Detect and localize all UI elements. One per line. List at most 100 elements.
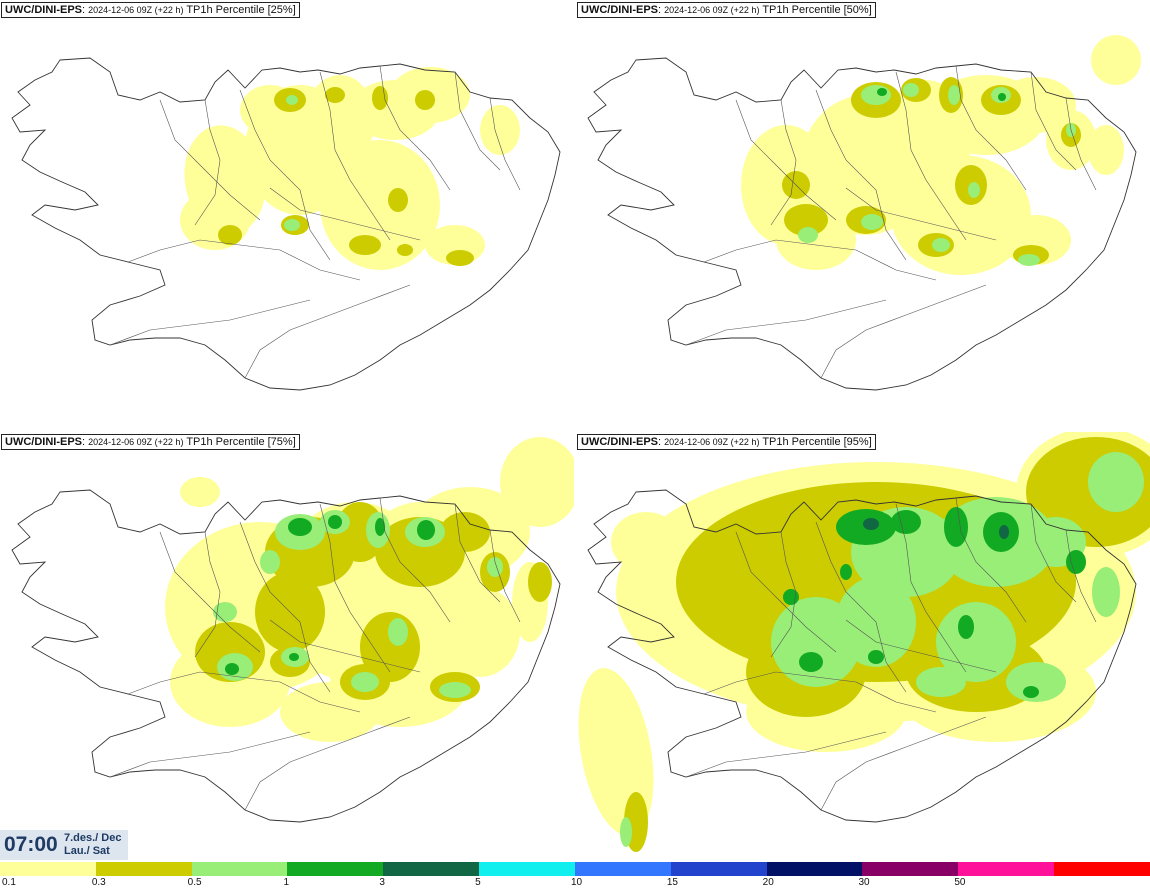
precip-area bbox=[388, 188, 408, 212]
precip-area bbox=[320, 140, 440, 270]
precip-area bbox=[1006, 662, 1066, 702]
precip-area bbox=[1091, 35, 1141, 85]
precip-area bbox=[998, 93, 1006, 101]
precip-area bbox=[289, 653, 299, 661]
region-boundary bbox=[159, 531, 261, 653]
color-scale-bar bbox=[0, 862, 1150, 876]
region-boundary bbox=[815, 521, 907, 693]
precip-area bbox=[397, 244, 413, 256]
region-boundary bbox=[454, 503, 501, 603]
legend-swatch bbox=[0, 862, 96, 876]
precip-area bbox=[500, 437, 574, 527]
precip-area bbox=[372, 86, 388, 110]
region-boundary bbox=[194, 531, 221, 658]
legend-swatch bbox=[95, 862, 192, 876]
legend-swatch bbox=[574, 862, 671, 876]
legend-label: 10 bbox=[571, 877, 583, 888]
precip-area bbox=[328, 515, 342, 529]
map-panel-p95: UWC/DINI-EPS: 2024-12-06 09Z (+22 h) TP1… bbox=[576, 432, 1150, 862]
legend-label: 30 bbox=[858, 877, 870, 888]
legend-label: 50 bbox=[954, 877, 966, 888]
region-boundary bbox=[703, 671, 937, 713]
precip-area bbox=[446, 250, 474, 266]
precip-area bbox=[388, 618, 408, 646]
precip-area bbox=[968, 182, 980, 198]
legend-label: 20 bbox=[762, 877, 774, 888]
precip-area bbox=[784, 204, 828, 236]
precip-area bbox=[260, 550, 280, 574]
panel-title: UWC/DINI-EPS: 2024-12-06 09Z (+22 h) TP1… bbox=[577, 434, 876, 450]
precip-map bbox=[11, 437, 574, 823]
precip-area bbox=[1088, 452, 1144, 512]
region-boundary bbox=[685, 731, 887, 778]
region-boundary bbox=[269, 187, 421, 241]
precip-area bbox=[417, 520, 435, 540]
precip-area bbox=[944, 507, 968, 547]
region-boundary bbox=[1065, 529, 1097, 623]
legend-swatch bbox=[862, 862, 959, 876]
region-boundary bbox=[244, 284, 411, 379]
region-boundary bbox=[159, 99, 261, 221]
precip-area bbox=[840, 564, 852, 580]
precip-area bbox=[1092, 567, 1120, 617]
precip-area bbox=[225, 663, 239, 675]
precip-area bbox=[218, 225, 242, 245]
precip-area bbox=[1066, 550, 1086, 574]
precip-area bbox=[528, 562, 552, 602]
precip-area bbox=[1018, 254, 1040, 266]
region-boundary bbox=[735, 99, 837, 221]
legend-label: 0.5 bbox=[187, 877, 202, 888]
legend-swatch bbox=[287, 862, 384, 876]
panel-title: UWC/DINI-EPS: 2024-12-06 09Z (+22 h) TP1… bbox=[1, 434, 300, 450]
region-boundary bbox=[820, 284, 987, 379]
region-boundary bbox=[820, 716, 987, 811]
coastline bbox=[587, 57, 1137, 391]
precip-area bbox=[932, 238, 950, 252]
precip-area bbox=[799, 652, 823, 672]
region-boundary bbox=[319, 503, 391, 673]
legend-label: 3 bbox=[379, 877, 385, 888]
valid-time-box: 07:00 7.des./ Dec Lau./ Sat bbox=[0, 830, 128, 860]
region-boundary bbox=[845, 187, 997, 241]
region-boundary bbox=[239, 521, 331, 693]
precip-area bbox=[948, 85, 960, 105]
legend-swatch bbox=[1054, 862, 1150, 876]
valid-date-line2: Lau./ Sat bbox=[64, 845, 110, 857]
region-boundary bbox=[895, 503, 967, 673]
precip-area bbox=[958, 615, 974, 639]
precip-area bbox=[439, 682, 471, 698]
region-boundary bbox=[127, 239, 361, 281]
legend-swatch bbox=[479, 862, 575, 876]
region-boundary bbox=[379, 497, 451, 623]
region-boundary bbox=[454, 71, 501, 171]
color-scale-legend: 0.1 0.3 0.5 1 3 5 10 15 20 30 50 bbox=[0, 862, 1150, 891]
valid-date: 7.des./ Dec Lau./ Sat bbox=[64, 832, 121, 858]
precip-field bbox=[180, 67, 520, 270]
region-boundary bbox=[239, 89, 331, 261]
region-boundary bbox=[735, 531, 837, 653]
panel-title: UWC/DINI-EPS: 2024-12-06 09Z (+22 h) TP1… bbox=[1, 2, 300, 18]
region-boundary bbox=[1030, 71, 1077, 171]
precip-area bbox=[783, 589, 799, 605]
precip-area bbox=[325, 87, 345, 103]
precip-field bbox=[578, 432, 1150, 852]
region-boundary bbox=[1065, 97, 1097, 191]
map-panel-p25: UWC/DINI-EPS: 2024-12-06 09Z (+22 h) TP1… bbox=[0, 0, 574, 430]
legend-label: 0.3 bbox=[91, 877, 106, 888]
precip-area bbox=[999, 525, 1009, 539]
region-boundary bbox=[319, 71, 391, 241]
precip-area bbox=[863, 518, 879, 530]
precip-area bbox=[286, 95, 298, 105]
region-boundary bbox=[244, 716, 411, 811]
legend-label: 1 bbox=[283, 877, 290, 888]
precip-area bbox=[611, 512, 681, 572]
precip-area bbox=[903, 83, 919, 97]
precip-area bbox=[480, 105, 520, 155]
legend-swatch bbox=[191, 862, 288, 876]
region-boundary bbox=[770, 531, 797, 658]
legend-label: 5 bbox=[475, 877, 481, 888]
precip-area bbox=[288, 518, 312, 536]
panel-title: UWC/DINI-EPS: 2024-12-06 09Z (+22 h) TP1… bbox=[577, 2, 876, 18]
precip-area bbox=[798, 227, 818, 243]
region-boundary bbox=[895, 71, 967, 241]
